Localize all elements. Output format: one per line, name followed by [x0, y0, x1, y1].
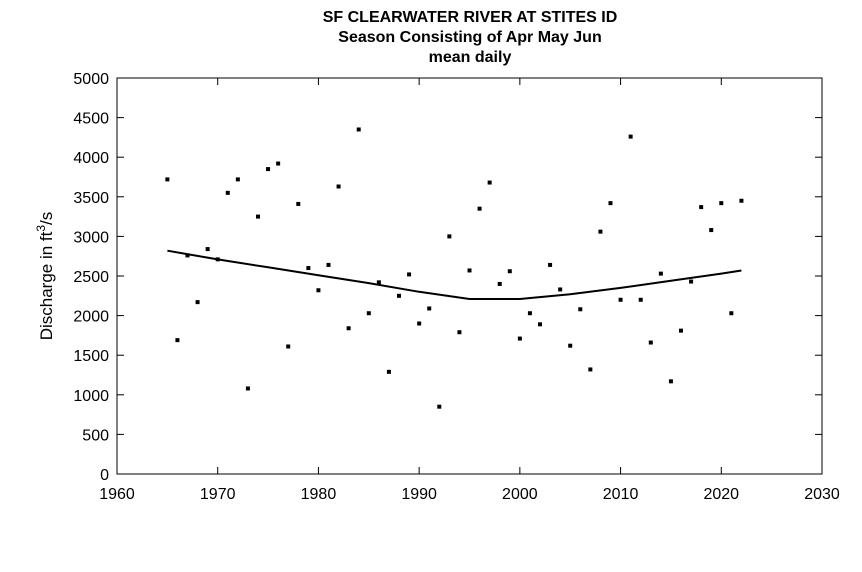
data-point — [437, 404, 442, 409]
y-tick-label: 1000 — [73, 388, 109, 405]
data-point — [225, 190, 230, 195]
chart-subtitle: Season Consisting of Apr May Jun — [338, 29, 602, 46]
chart-titles: SF CLEARWATER RIVER AT STITES ID Season … — [0, 8, 862, 68]
data-point — [568, 343, 573, 348]
data-point — [638, 297, 643, 302]
y-axis-label-suffix: /s — [37, 212, 56, 225]
data-point — [679, 328, 683, 333]
x-tick-label: 1980 — [301, 486, 337, 503]
y-tick-label: 4000 — [73, 150, 109, 167]
x-axis-ticks: 1960 1970 1980 1990 2000 2010 2020 2030 — [99, 78, 840, 503]
data-point — [326, 262, 331, 267]
x-tick-label: 2020 — [703, 486, 739, 503]
y-tick-label: 2500 — [73, 269, 109, 286]
data-point — [628, 134, 633, 139]
y-axis-label-superscript: 3 — [34, 225, 48, 232]
data-point — [719, 201, 724, 206]
x-tick-label: 1970 — [200, 486, 236, 503]
data-point — [729, 311, 734, 316]
data-point — [185, 253, 190, 258]
data-point — [507, 269, 512, 274]
data-point — [346, 326, 351, 331]
data-point — [457, 330, 462, 335]
data-point — [608, 201, 613, 206]
data-point — [487, 180, 492, 185]
data-point — [356, 127, 361, 132]
y-tick-label: 3000 — [73, 229, 109, 246]
y-tick-label: 1500 — [73, 348, 109, 365]
data-point — [316, 288, 321, 293]
data-point — [538, 322, 542, 327]
data-point — [175, 338, 180, 343]
data-point — [195, 300, 200, 305]
data-point — [588, 367, 593, 372]
x-tick-label: 1990 — [401, 486, 437, 503]
data-point — [709, 228, 714, 233]
x-tick-label: 2000 — [502, 486, 538, 503]
data-point — [366, 311, 371, 316]
plot-frame — [116, 77, 823, 475]
data-point — [658, 271, 663, 276]
data-point — [306, 266, 311, 271]
y-tick-label: 5000 — [73, 71, 109, 88]
data-point — [427, 306, 432, 311]
x-tick-label: 2010 — [603, 486, 639, 503]
data-point — [739, 198, 744, 203]
data-point — [517, 336, 522, 341]
data-point — [276, 161, 281, 166]
data-point — [336, 184, 341, 189]
data-point — [235, 177, 240, 182]
y-axis-ticks: 0 500 1000 1500 2000 2500 3000 3500 4000 4500 5000 — [73, 71, 822, 484]
data-point — [286, 344, 291, 349]
data-point — [527, 311, 532, 316]
data-point — [618, 297, 623, 302]
trend-line-group — [167, 249, 742, 300]
x-tick-label: 2030 — [804, 486, 840, 503]
data-point — [266, 167, 271, 172]
data-point — [699, 205, 704, 210]
y-tick-label: 3500 — [73, 190, 109, 207]
data-points — [165, 127, 744, 409]
data-point — [648, 340, 653, 345]
data-point — [558, 287, 563, 292]
y-tick-label: 4500 — [73, 111, 109, 128]
data-point — [296, 201, 301, 206]
chart-title: SF CLEARWATER RIVER AT STITES ID — [322, 9, 618, 26]
trend-line — [167, 249, 742, 300]
chart-subtitle-2: mean daily — [428, 49, 512, 66]
data-point — [417, 321, 422, 326]
data-point — [467, 268, 472, 273]
data-point — [668, 379, 673, 384]
data-point — [386, 369, 391, 374]
data-point — [497, 281, 502, 286]
y-tick-label: 0 — [100, 467, 109, 484]
data-point — [598, 229, 603, 234]
data-point — [689, 279, 694, 284]
data-point — [397, 293, 401, 298]
y-tick-label: 2000 — [73, 309, 109, 326]
data-point — [205, 247, 210, 252]
y-axis-label-prefix: Discharge in ft — [37, 231, 56, 340]
y-tick-label: 500 — [82, 427, 109, 444]
data-point — [376, 280, 381, 285]
data-point — [256, 214, 260, 219]
data-point — [165, 177, 170, 182]
data-point — [407, 272, 412, 277]
data-point — [245, 386, 250, 391]
y-axis-label: Discharge in ft3/s — [34, 212, 56, 341]
data-point — [548, 262, 553, 267]
data-point — [447, 234, 452, 239]
data-point — [578, 307, 583, 312]
data-point — [477, 206, 482, 211]
x-tick-label: 1960 — [99, 486, 135, 503]
